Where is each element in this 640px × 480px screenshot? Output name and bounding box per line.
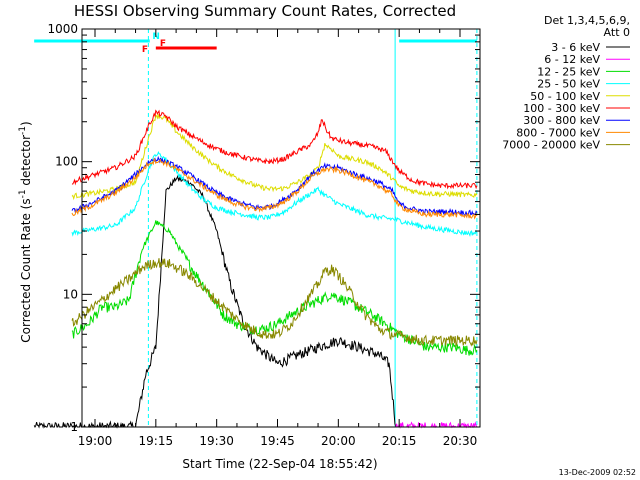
x-tick-label: 19:15 xyxy=(139,434,174,448)
y-tick-label: 1000 xyxy=(47,22,78,36)
series-line xyxy=(71,157,478,220)
x-tick-label: 19:45 xyxy=(260,434,295,448)
series-line xyxy=(395,421,478,429)
x-tick-label: 19:00 xyxy=(78,434,113,448)
x-axis-label: Start Time (22-Sep-04 18:55:42) xyxy=(182,457,377,471)
legend-header-line-2: Att 0 xyxy=(604,26,630,39)
legend-header-line-1: Det 1,3,4,5,6,9, xyxy=(544,14,630,27)
legend-entry: 7000 - 20000 keV xyxy=(502,139,600,152)
legend-entry: 100 - 300 keV xyxy=(523,102,600,115)
observation-segments: NFF xyxy=(34,32,477,55)
legend-entry: 25 - 50 keV xyxy=(537,78,600,91)
y-axis-ticks: 1 10 100 1000 xyxy=(47,22,480,434)
series-line xyxy=(71,258,478,348)
y-tick-label: 10 xyxy=(63,287,78,301)
series-line xyxy=(71,109,478,190)
legend-entry: 300 - 800 keV xyxy=(523,114,600,127)
y-tick-label: 1 xyxy=(70,420,78,434)
plot-frame xyxy=(81,28,481,428)
x-tick-label: 20:30 xyxy=(443,434,478,448)
legend-entry: 6 - 12 keV xyxy=(544,53,600,66)
x-axis-ticks: 19:00 19:15 19:30 19:45 20:00 20:15 20:30 xyxy=(78,29,478,448)
series-line xyxy=(71,151,478,237)
x-tick-label: 20:00 xyxy=(321,434,356,448)
chart-title: HESSI Observing Summary Count Rates, Cor… xyxy=(74,2,456,20)
series-line xyxy=(71,113,478,201)
series-lines xyxy=(33,109,478,429)
segment-label: F xyxy=(160,39,166,49)
series-line xyxy=(71,155,478,217)
y-axis-label: Corrected Count Rate (s-1 detector-1) xyxy=(18,121,33,342)
legend-entry: 50 - 100 keV xyxy=(530,90,600,103)
x-tick-label: 19:30 xyxy=(199,434,234,448)
segment-label: F xyxy=(142,45,148,55)
y-tick-label: 100 xyxy=(55,155,78,169)
legend-entry: 3 - 6 keV xyxy=(551,41,600,54)
legend-entry: 12 - 25 keV xyxy=(537,65,600,78)
date-stamp: 13-Dec-2009 02:52 xyxy=(559,468,636,477)
x-tick-label: 20:15 xyxy=(382,434,417,448)
vertical-markers xyxy=(147,29,478,427)
legend-entry: 800 - 7000 keV xyxy=(516,126,600,139)
